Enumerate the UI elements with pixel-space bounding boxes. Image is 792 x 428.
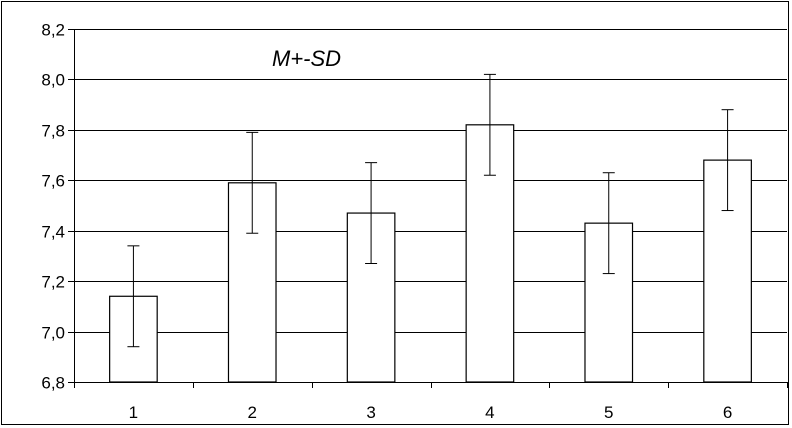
- x-tick-label: 4: [485, 403, 494, 422]
- y-tick-label: 8,2: [41, 21, 65, 40]
- y-tick-label: 7,8: [41, 122, 65, 141]
- x-tick-label: 2: [248, 403, 257, 422]
- y-tick-label: 7,4: [41, 223, 65, 242]
- y-tick-label: 6,8: [41, 374, 65, 393]
- grid-lines: [74, 29, 787, 383]
- y-tick-label: 7,0: [41, 324, 65, 343]
- axes: [68, 29, 788, 388]
- y-tick-label: 7,2: [41, 273, 65, 292]
- annotation-text: M+-SD: [272, 46, 341, 71]
- x-tick-label: 5: [604, 403, 613, 422]
- tick-labels: 6,8 7,0 7,2 7,4 7,6 7,8 8,0 8,2 1 2 3 4 5 6: [41, 21, 732, 423]
- x-tick-label: 1: [129, 403, 138, 422]
- y-tick-label: 8,0: [41, 71, 65, 90]
- bars: [109, 124, 752, 383]
- error-bars: [127, 73, 734, 348]
- x-tick-label: 6: [723, 403, 732, 422]
- x-tick-label: 3: [366, 403, 375, 422]
- bar: [465, 124, 515, 383]
- y-tick-label: 7,6: [41, 172, 65, 191]
